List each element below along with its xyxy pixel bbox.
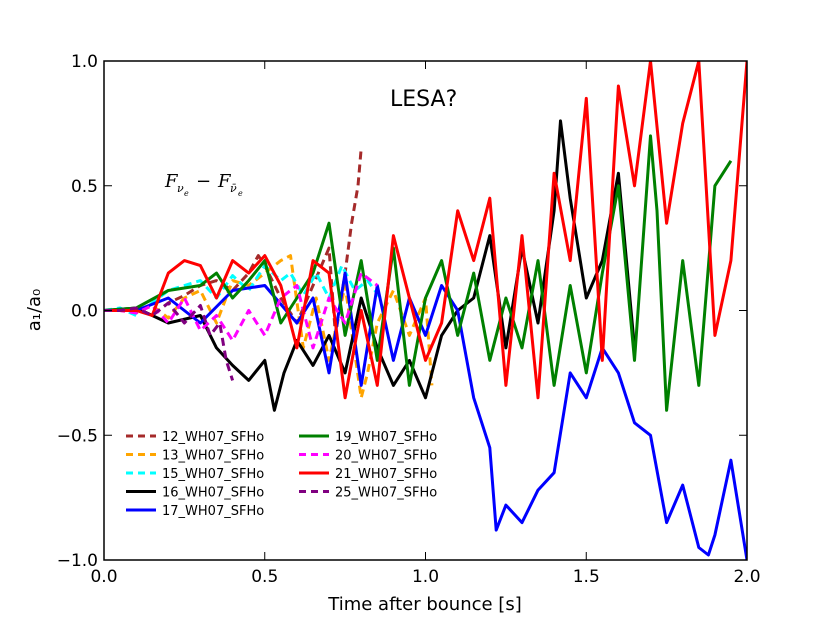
series-line-17_WH07_SFHo <box>104 271 747 560</box>
series-line-16_WH07_SFHo <box>104 119 636 412</box>
x-tick-label: 0.5 <box>251 567 278 587</box>
formula-subsub-1: e <box>184 189 189 198</box>
plot-lines <box>104 61 747 560</box>
series-line-20_WH07_SFHo <box>104 271 379 350</box>
formula-subsub-2: e <box>238 189 243 198</box>
y-tick-label: 1.0 <box>71 52 98 72</box>
legend-label-19_WH07_SFHo: 19_WH07_SFHo <box>335 430 437 445</box>
legend-label-15_WH07_SFHo: 15_WH07_SFHo <box>162 467 264 482</box>
formula-minus: − <box>196 171 211 192</box>
y-tick-label: −0.5 <box>57 426 98 446</box>
x-tick-label: 1.5 <box>573 567 600 587</box>
legend-label-12_WH07_SFHo: 12_WH07_SFHo <box>162 430 264 445</box>
formula-sub-1: ν <box>177 182 184 195</box>
series-line-21_WH07_SFHo <box>104 61 747 400</box>
legend-label-25_WH07_SFHo: 25_WH07_SFHo <box>335 486 437 501</box>
legend-label-13_WH07_SFHo: 13_WH07_SFHo <box>162 449 264 464</box>
legend-label-20_WH07_SFHo: 20_WH07_SFHo <box>335 449 437 464</box>
y-tick-label: −1.0 <box>57 551 98 571</box>
legend-label-21_WH07_SFHo: 21_WH07_SFHo <box>335 467 437 482</box>
x-tick-label: 1.0 <box>412 567 439 587</box>
x-axis-title: Time after bounce [s] <box>327 594 521 615</box>
y-tick-label: 0.0 <box>71 302 98 322</box>
series-line-19_WH07_SFHo <box>104 134 733 412</box>
formula-main-1: F <box>164 171 179 192</box>
x-tick-label: 0.0 <box>90 567 117 587</box>
axis-ticks: 0.0 0.5 1.0 1.5 2.0 −1.0 −0.5 0.0 0.5 1.0 <box>57 52 761 587</box>
legend-label-16_WH07_SFHo: 16_WH07_SFHo <box>162 486 264 501</box>
formula-main-2: F <box>217 171 232 192</box>
formula-sub-2: ν̄ <box>230 182 237 195</box>
series-line-25_WH07_SFHo <box>104 301 235 381</box>
series-line-13_WH07_SFHo <box>104 254 434 400</box>
lesa-annotation: LESA? <box>390 87 457 112</box>
legend-label-17_WH07_SFHo: 17_WH07_SFHo <box>162 504 264 519</box>
y-tick-label: 0.5 <box>71 177 98 197</box>
flux-formula: F ν e − F ν̄ e <box>164 171 243 198</box>
legend: 12_WH07_SFHo 13_WH07_SFHo 15_WH07_SFHo 16_W… <box>126 430 437 519</box>
series-line-15_WH07_SFHo <box>104 264 382 317</box>
x-tick-label: 2.0 <box>733 567 760 587</box>
y-axis-title: a₁/a₀ <box>24 289 45 332</box>
